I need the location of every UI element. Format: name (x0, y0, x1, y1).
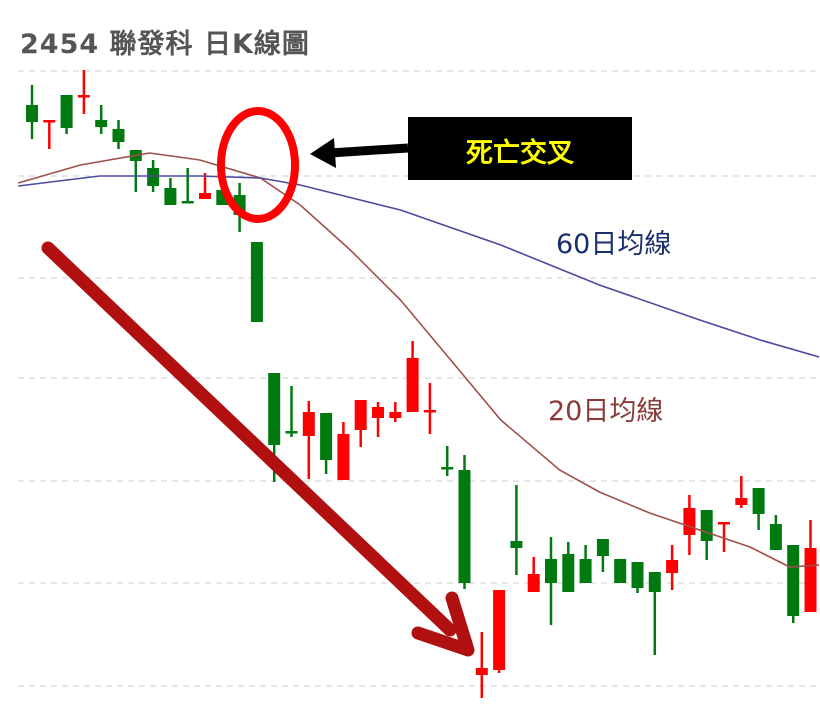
candle-body (423, 410, 436, 413)
candle (423, 383, 436, 434)
candle-body (631, 562, 644, 588)
candle-body (95, 120, 108, 127)
candle (250, 242, 263, 322)
moving-averages (17, 152, 820, 568)
candle-body (510, 541, 523, 548)
ma20-line (17, 152, 820, 568)
candle-body (458, 470, 471, 583)
candle-body (475, 668, 488, 675)
candle-body (769, 524, 782, 550)
candle-body (441, 467, 454, 470)
death-cross-label-box (408, 117, 632, 180)
candle-body (614, 559, 627, 583)
candle-body (337, 434, 350, 480)
candle-body (579, 559, 592, 583)
candle (510, 485, 523, 575)
candle-body (389, 412, 402, 418)
candle (60, 95, 73, 134)
ma20-label: 20日均線 (548, 396, 663, 427)
candle-body (147, 168, 160, 186)
ma60-line (18, 175, 820, 358)
candle-body (112, 129, 125, 142)
candle (562, 542, 575, 592)
candle (337, 422, 350, 480)
candle-body (77, 95, 90, 98)
candle (735, 476, 748, 508)
death-cross-circle (217, 107, 299, 223)
candle (579, 545, 592, 583)
candle-body (320, 413, 333, 460)
candle (43, 120, 56, 149)
candle-body (596, 539, 609, 556)
candle (26, 85, 38, 139)
candle (320, 413, 333, 474)
candle-body (26, 105, 38, 122)
ma60-label: 60日均線 (556, 229, 671, 260)
chart-title: 2454 聯發科 日K線圖 (20, 29, 310, 60)
candle (475, 632, 488, 698)
candle-body (199, 193, 211, 199)
candle (389, 402, 402, 422)
candle (372, 402, 384, 437)
candle (95, 105, 108, 134)
trend-arrow (41, 241, 457, 637)
candle-body (493, 590, 506, 670)
candle (752, 488, 765, 530)
candle (787, 545, 800, 623)
candle-body (527, 574, 540, 592)
pointer-arrow-head (310, 138, 336, 168)
candle (631, 562, 644, 593)
candle-body (60, 95, 73, 128)
candle (112, 120, 125, 149)
candle-body (700, 510, 713, 541)
candle (527, 557, 540, 592)
pointer-arrow (329, 143, 409, 158)
candle (406, 341, 419, 412)
candle-body (250, 242, 263, 322)
candle (285, 386, 298, 437)
candle-body (354, 400, 367, 430)
candle-body (718, 522, 730, 525)
death-cross-label: 死亡交叉 (466, 137, 574, 169)
candle (545, 537, 557, 625)
candle-body (406, 358, 419, 412)
candle (614, 559, 627, 583)
candle (666, 545, 679, 590)
candle-body (787, 545, 800, 616)
candle (302, 401, 315, 479)
candle-body (181, 201, 194, 204)
candle-body (804, 548, 817, 612)
annotations: 死亡交叉 60日均線 20日均線 (41, 107, 671, 657)
candle-body (285, 431, 298, 434)
candle (77, 70, 90, 114)
candle-body (735, 498, 748, 505)
candle-body (752, 488, 765, 514)
candle (164, 178, 177, 205)
candle (596, 539, 609, 572)
candle-body (562, 554, 575, 592)
candle (648, 572, 661, 655)
candle-body (268, 373, 281, 445)
candle-body (545, 559, 557, 583)
candle-body (683, 508, 696, 535)
candle (354, 400, 367, 447)
candle-body (302, 412, 315, 436)
candle (441, 446, 454, 476)
candle-body (43, 120, 56, 123)
trend-arrow-head (411, 591, 475, 657)
candle (718, 522, 730, 552)
candle-body (372, 407, 384, 418)
candle (458, 455, 471, 589)
candle (199, 173, 211, 199)
candle-body (648, 572, 661, 592)
candle (769, 515, 782, 550)
candle (181, 168, 194, 204)
candle-body (164, 188, 177, 205)
candle-body (666, 560, 679, 573)
candle (700, 510, 713, 560)
candle (493, 590, 506, 673)
